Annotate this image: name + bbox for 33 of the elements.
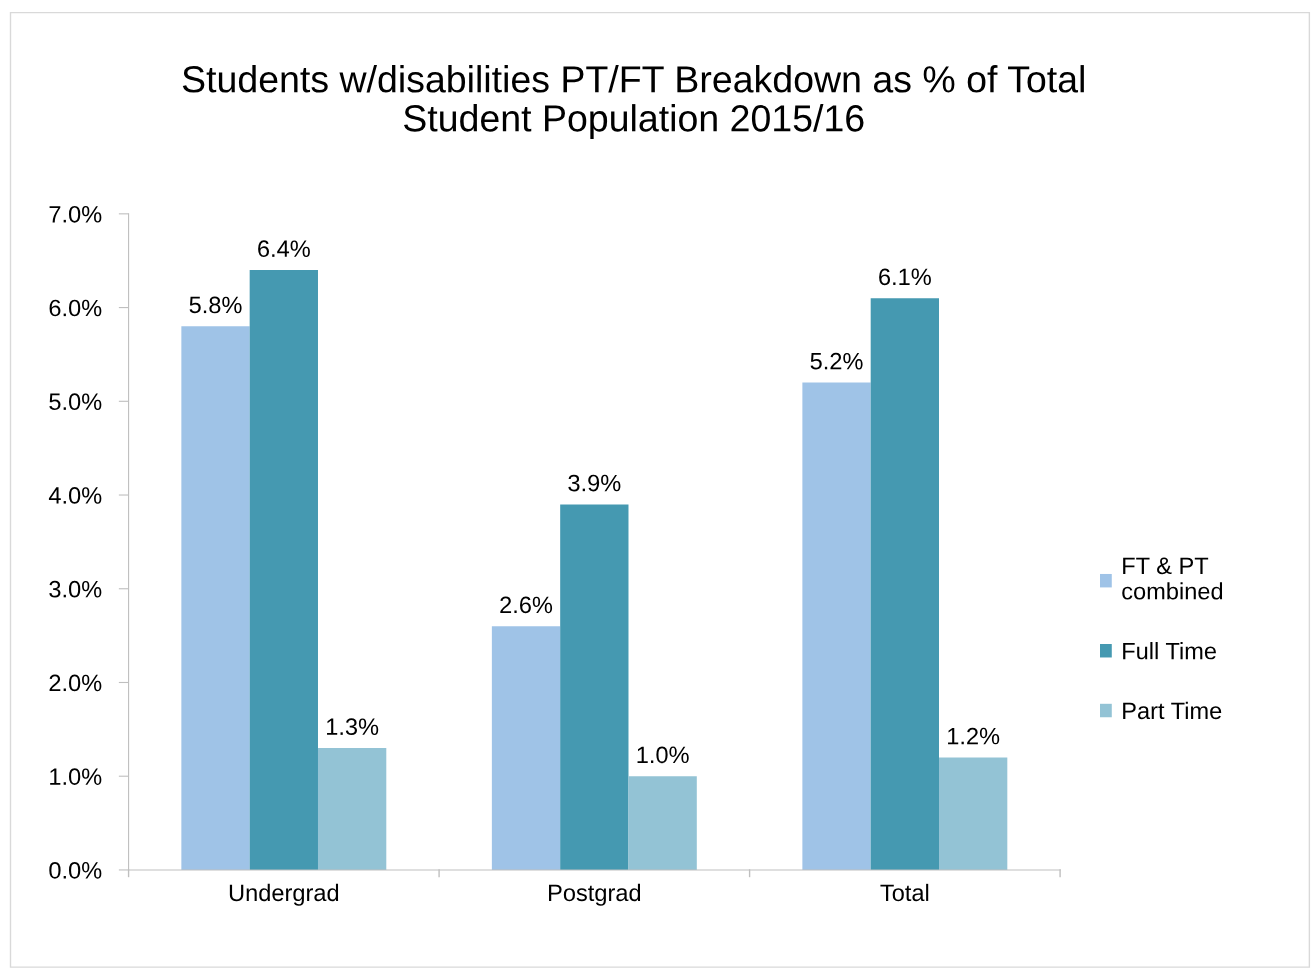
x-tick-label: Undergrad — [229, 883, 339, 906]
data-label: 6.4% — [258, 240, 310, 258]
y-tick-label: 6.0% — [49, 299, 102, 317]
y-tick-label: 7.0% — [49, 205, 102, 223]
y-tick-label: 0.0% — [49, 862, 102, 879]
data-label: 5.2% — [810, 352, 863, 370]
x-tick-label: Total — [880, 883, 929, 902]
bar — [870, 298, 939, 870]
y-tick-label: 5.0% — [49, 393, 102, 411]
bar — [560, 504, 629, 870]
data-label: 5.8% — [189, 296, 242, 314]
bar — [249, 270, 318, 870]
bar — [317, 748, 387, 870]
data-label: 1.0% — [637, 746, 689, 764]
data-label: 3.9% — [568, 474, 621, 492]
bar — [939, 757, 1008, 870]
legend-label: FT & PT combined — [1122, 557, 1223, 600]
y-tick-label: 4.0% — [48, 487, 102, 504]
data-label: 1.3% — [327, 718, 379, 736]
x-tick-label: Postgrad — [549, 883, 641, 906]
bar — [181, 326, 250, 870]
data-label: 2.6% — [500, 596, 553, 614]
bar — [628, 776, 697, 870]
y-tick-label: 3.0% — [49, 580, 102, 598]
legend-label: Part Time — [1123, 701, 1222, 720]
y-tick-label: 1.0% — [50, 768, 102, 785]
legend-label: Full Time — [1123, 642, 1216, 660]
chart-title: Students w/disabilities PT/FT Breakdown as % of Total Student Population 2015/16 — [182, 65, 1084, 140]
y-tick-label: 2.0% — [49, 674, 102, 692]
bar — [802, 382, 871, 870]
data-label: 1.2% — [948, 727, 1000, 745]
bar — [491, 626, 561, 870]
data-label: 6.1% — [879, 268, 931, 286]
